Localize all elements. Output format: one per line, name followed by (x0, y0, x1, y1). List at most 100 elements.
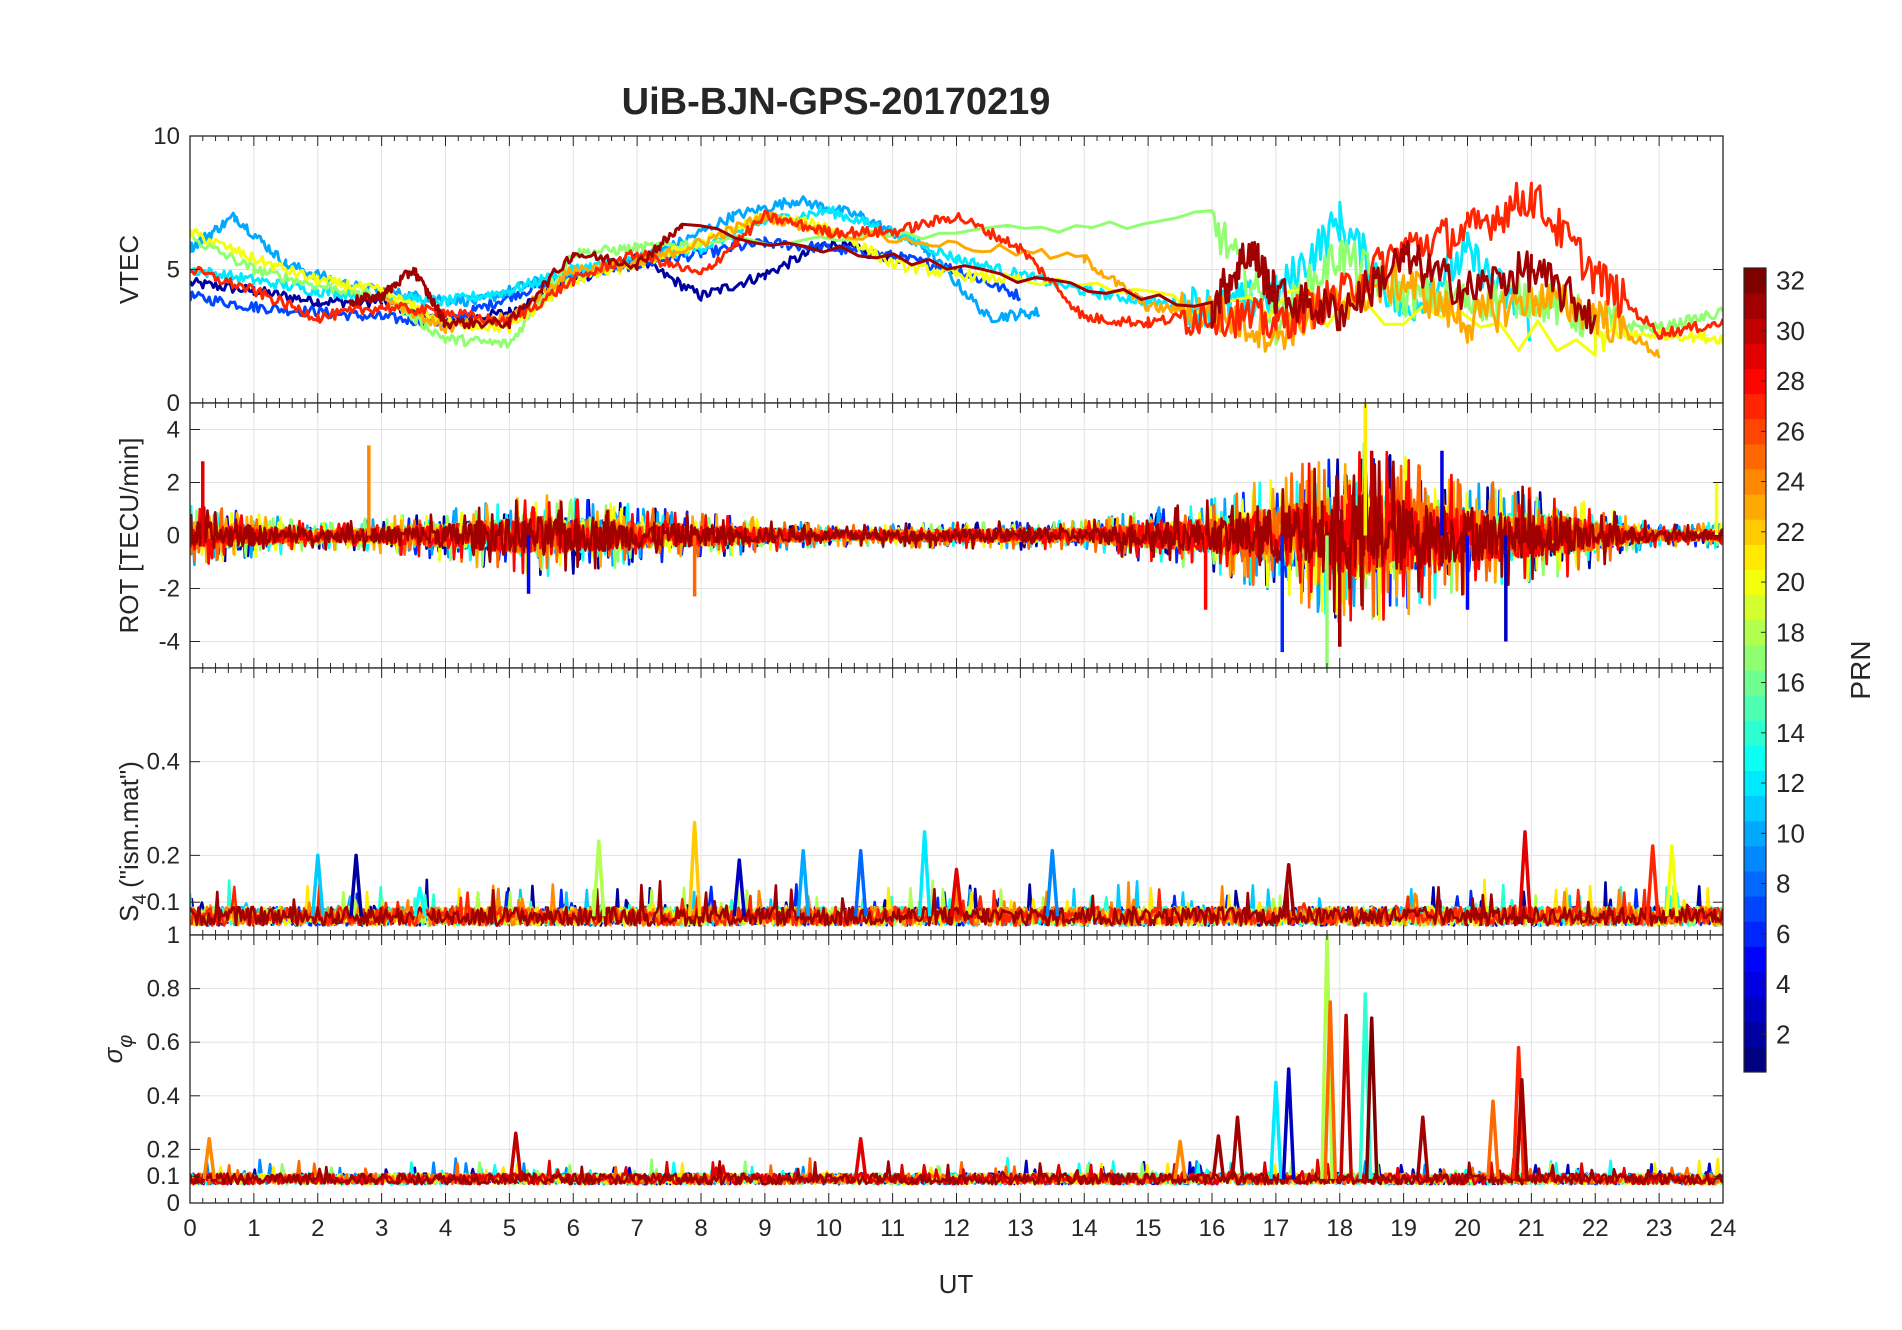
x-axis-label: UT (939, 1269, 974, 1299)
x-tick-label: 15 (1135, 1215, 1162, 1242)
x-tick-label: 21 (1518, 1215, 1545, 1242)
x-tick-label: 4 (439, 1215, 452, 1242)
sigma_phi-spike (853, 1136, 868, 1180)
colorbar-tick-label: 32 (1776, 266, 1805, 296)
y-tick-label: 0.4 (147, 749, 180, 776)
colorbar-cell (1744, 343, 1766, 369)
colorbar-cell (1744, 670, 1766, 696)
colorbar-tick-label: 4 (1776, 969, 1790, 999)
sigma_phi-series-prn-31 (190, 1160, 1723, 1186)
colorbar-cell (1744, 1046, 1766, 1073)
s4-spike (853, 848, 868, 917)
sigma_phi-spike (1415, 1115, 1430, 1180)
colorbar-cell (1744, 695, 1766, 721)
colorbar-tick-label: 16 (1776, 668, 1805, 698)
rot-series-prn-31 (190, 451, 1723, 613)
panel-sigma_phi: 00.10.20.40.60.810 1 2 3 4 5 6 7 8 9 10 11 12 13 14 15 1… (98, 922, 1736, 1242)
x-tick-label: 13 (1007, 1215, 1034, 1242)
sigma_phi-spike (1173, 1139, 1187, 1180)
s4-source: ("ism.mat") (114, 761, 144, 888)
s4-spike (591, 839, 606, 917)
colorbar-cell (1744, 519, 1766, 545)
x-tick-label: 10 (815, 1215, 842, 1242)
y-axis-label-rot: ROT [TECU/min] (114, 438, 144, 634)
phi-subscript: φ (115, 1035, 137, 1048)
colorbar-cell (1744, 368, 1766, 395)
data-lines-s4 (190, 820, 1723, 927)
colorbar-cell (1744, 594, 1766, 621)
panel-rot: -4 -2 0 2 4 ROT [TECU/min] (114, 402, 1724, 669)
sigma_phi-spike (1364, 1016, 1379, 1179)
y-tick-label: 0.4 (147, 1083, 180, 1110)
colorbar-cell (1744, 393, 1766, 420)
colorbar-cell (1744, 871, 1766, 897)
colorbar-tick-label: 30 (1776, 316, 1805, 346)
y-tick-label: 0 (167, 523, 180, 550)
s4-spike (917, 830, 932, 917)
x-tick-label: 2 (311, 1215, 324, 1242)
s4-spike (1281, 862, 1296, 917)
y-tick-label: 2 (167, 470, 180, 497)
colorbar-tick-label: 6 (1776, 919, 1790, 949)
x-tick-label: 6 (567, 1215, 580, 1242)
colorbar-tick-label: 26 (1776, 416, 1805, 446)
x-tick-label: 18 (1326, 1215, 1353, 1242)
x-tick-label: 7 (630, 1215, 643, 1242)
colorbar-tick-label: 22 (1776, 517, 1805, 547)
sigma_phi-spike (202, 1136, 217, 1180)
y-tick-label: 0 (167, 390, 180, 417)
figure-title: UiB-BJN-GPS-20170219 (622, 81, 1051, 123)
s4-symbol: S (114, 905, 144, 922)
sigma-symbol: σ (98, 1046, 128, 1063)
data-lines-vtec (190, 181, 1723, 359)
x-tick-label: 19 (1390, 1215, 1417, 1242)
sigma_phi-spike (1511, 1045, 1526, 1179)
x-tick-label: 22 (1582, 1215, 1609, 1242)
s4-spike (1045, 848, 1060, 917)
colorbar-cell (1744, 1021, 1766, 1048)
colorbar-cell (1744, 293, 1766, 319)
s4-series-prn-31 (190, 879, 1723, 927)
colorbar-cell (1744, 569, 1766, 596)
colorbar-cell (1744, 795, 1766, 822)
x-tick-label: 17 (1263, 1215, 1290, 1242)
colorbar-cell (1744, 318, 1766, 344)
colorbar-tick-label: 12 (1776, 768, 1805, 798)
colorbar-tick-label: 28 (1776, 366, 1805, 396)
colorbar-cell (1744, 644, 1766, 671)
y-tick-label: 1 (167, 922, 180, 949)
colorbar-tick-label: 18 (1776, 617, 1805, 647)
y-tick-label: 0.2 (147, 1136, 180, 1163)
colorbar-cell (1744, 544, 1766, 570)
y-axis-label-vtec: VTEC (114, 235, 144, 304)
x-tick-label: 24 (1710, 1215, 1737, 1242)
x-tick-label: 16 (1199, 1215, 1226, 1242)
s4-spike (796, 848, 811, 917)
colorbar-tick-label: 20 (1776, 567, 1805, 597)
x-tick-label: 0 (183, 1215, 196, 1242)
colorbar-cell (1744, 720, 1766, 746)
colorbar-tick-label: 24 (1776, 467, 1805, 497)
x-tick-label: 5 (503, 1215, 516, 1242)
colorbar-label: PRN (1845, 640, 1876, 699)
data-lines-sigma_phi (190, 935, 1723, 1186)
colorbar-cell (1744, 469, 1766, 495)
colorbar-cell (1744, 770, 1766, 797)
colorbar-cell (1744, 896, 1766, 922)
x-tick-label: 12 (943, 1215, 970, 1242)
colorbar-tick-label: 2 (1776, 1019, 1790, 1049)
sigma_phi-spike (1323, 1000, 1338, 1179)
data-lines-rot (190, 403, 1723, 668)
y-tick-label: -2 (159, 576, 180, 603)
x-tick-label: 14 (1071, 1215, 1098, 1242)
colorbar-cell (1744, 971, 1766, 998)
sigma_phi-spike (1211, 1134, 1226, 1180)
x-tick-label: 23 (1646, 1215, 1673, 1242)
s4-spike (310, 853, 325, 917)
colorbar-cell (1744, 418, 1766, 445)
s4-subscript: 4 (130, 894, 151, 905)
y-tick-label: 0.1 (147, 889, 180, 916)
y-tick-label: 0.8 (147, 976, 180, 1003)
y-tick-label: 10 (153, 123, 180, 150)
